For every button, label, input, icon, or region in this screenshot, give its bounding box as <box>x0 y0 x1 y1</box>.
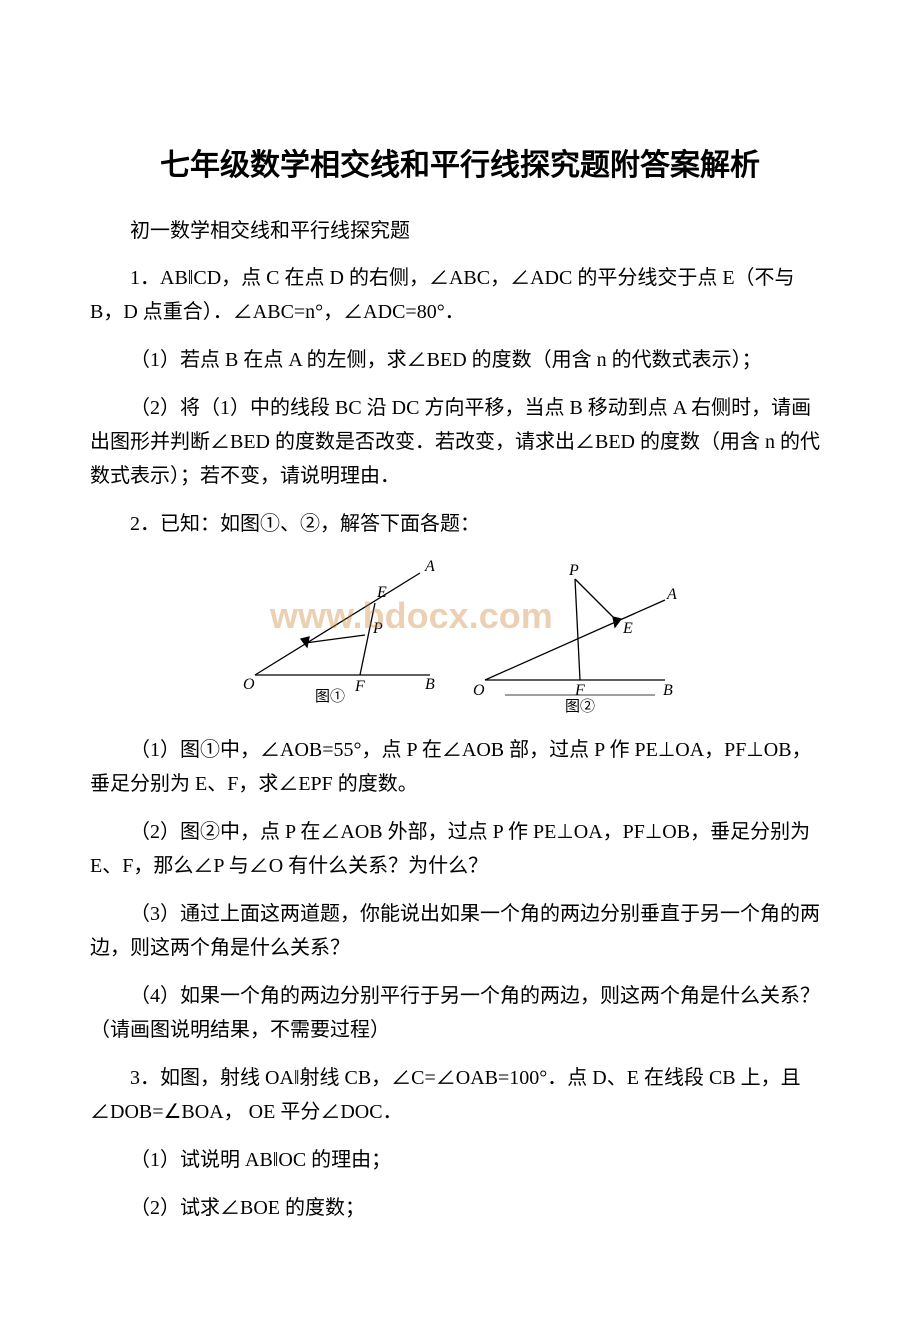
page-title: 七年级数学相交线和平行线探究题附答案解析 <box>90 140 830 184</box>
subtitle: 初一数学相交线和平行线探究题 <box>90 214 830 243</box>
problem-2-1: （1）图①中，∠AOB=55°，点 P 在∠AOB 部，过点 P 作 PE⊥OA… <box>90 733 830 801</box>
problem-3: 3．如图，射线 OA‖射线 CB，∠C=∠OAB=100°．点 D、E 在线段 … <box>90 1061 830 1129</box>
label-O2: O <box>473 682 485 699</box>
problem-2-2: （2）图②中，点 P 在∠AOB 外部，过点 P 作 PE⊥OA，PF⊥OB，垂… <box>90 815 830 883</box>
label-P2: P <box>568 562 579 579</box>
label-P: P <box>372 620 383 637</box>
diagram-2: P A E O F B 图② <box>465 555 685 715</box>
problem-2: 2．已知：如图①、②，解答下面各题： <box>90 507 830 541</box>
diagram-1-caption: 图① <box>315 688 345 705</box>
label-A: A <box>424 558 435 575</box>
problem-2-4: （4）如果一个角的两边分别平行于另一个角的两边，则这两个角是什么关系？（请画图说… <box>90 979 830 1047</box>
problem-1: 1．AB‖CD，点 C 在点 D 的右侧，∠ABC，∠ADC 的平分线交于点 E… <box>90 261 830 329</box>
diagram-2-caption: 图② <box>565 698 595 715</box>
label-O: O <box>243 676 255 693</box>
problem-3-2: （2）试求∠BOE 的度数； <box>90 1191 830 1225</box>
label-F: F <box>354 678 365 695</box>
label-E2: E <box>622 620 633 637</box>
label-B2: B <box>663 682 673 699</box>
label-E: E <box>376 584 387 601</box>
problem-1-2: （2）将（1）中的线段 BC 沿 DC 方向平移，当点 B 移动到点 A 右侧时… <box>90 391 830 493</box>
problem-2-3: （3）通过上面这两道题，你能说出如果一个角的两边分别垂直于另一个角的两边，则这两… <box>90 897 830 965</box>
label-A2: A <box>666 586 677 603</box>
diagram-container: www.bdocx.com A E P O F B 图① <box>90 555 830 715</box>
problem-1-1: （1）若点 B 在点 A 的左侧，求∠BED 的度数（用含 n 的代数式表示）； <box>90 343 830 377</box>
problem-3-1: （1）试说明 AB‖OC 的理由； <box>90 1143 830 1177</box>
diagram-1: A E P O F B 图① <box>235 555 445 705</box>
label-B: B <box>425 676 435 693</box>
label-F2: F <box>574 682 585 699</box>
